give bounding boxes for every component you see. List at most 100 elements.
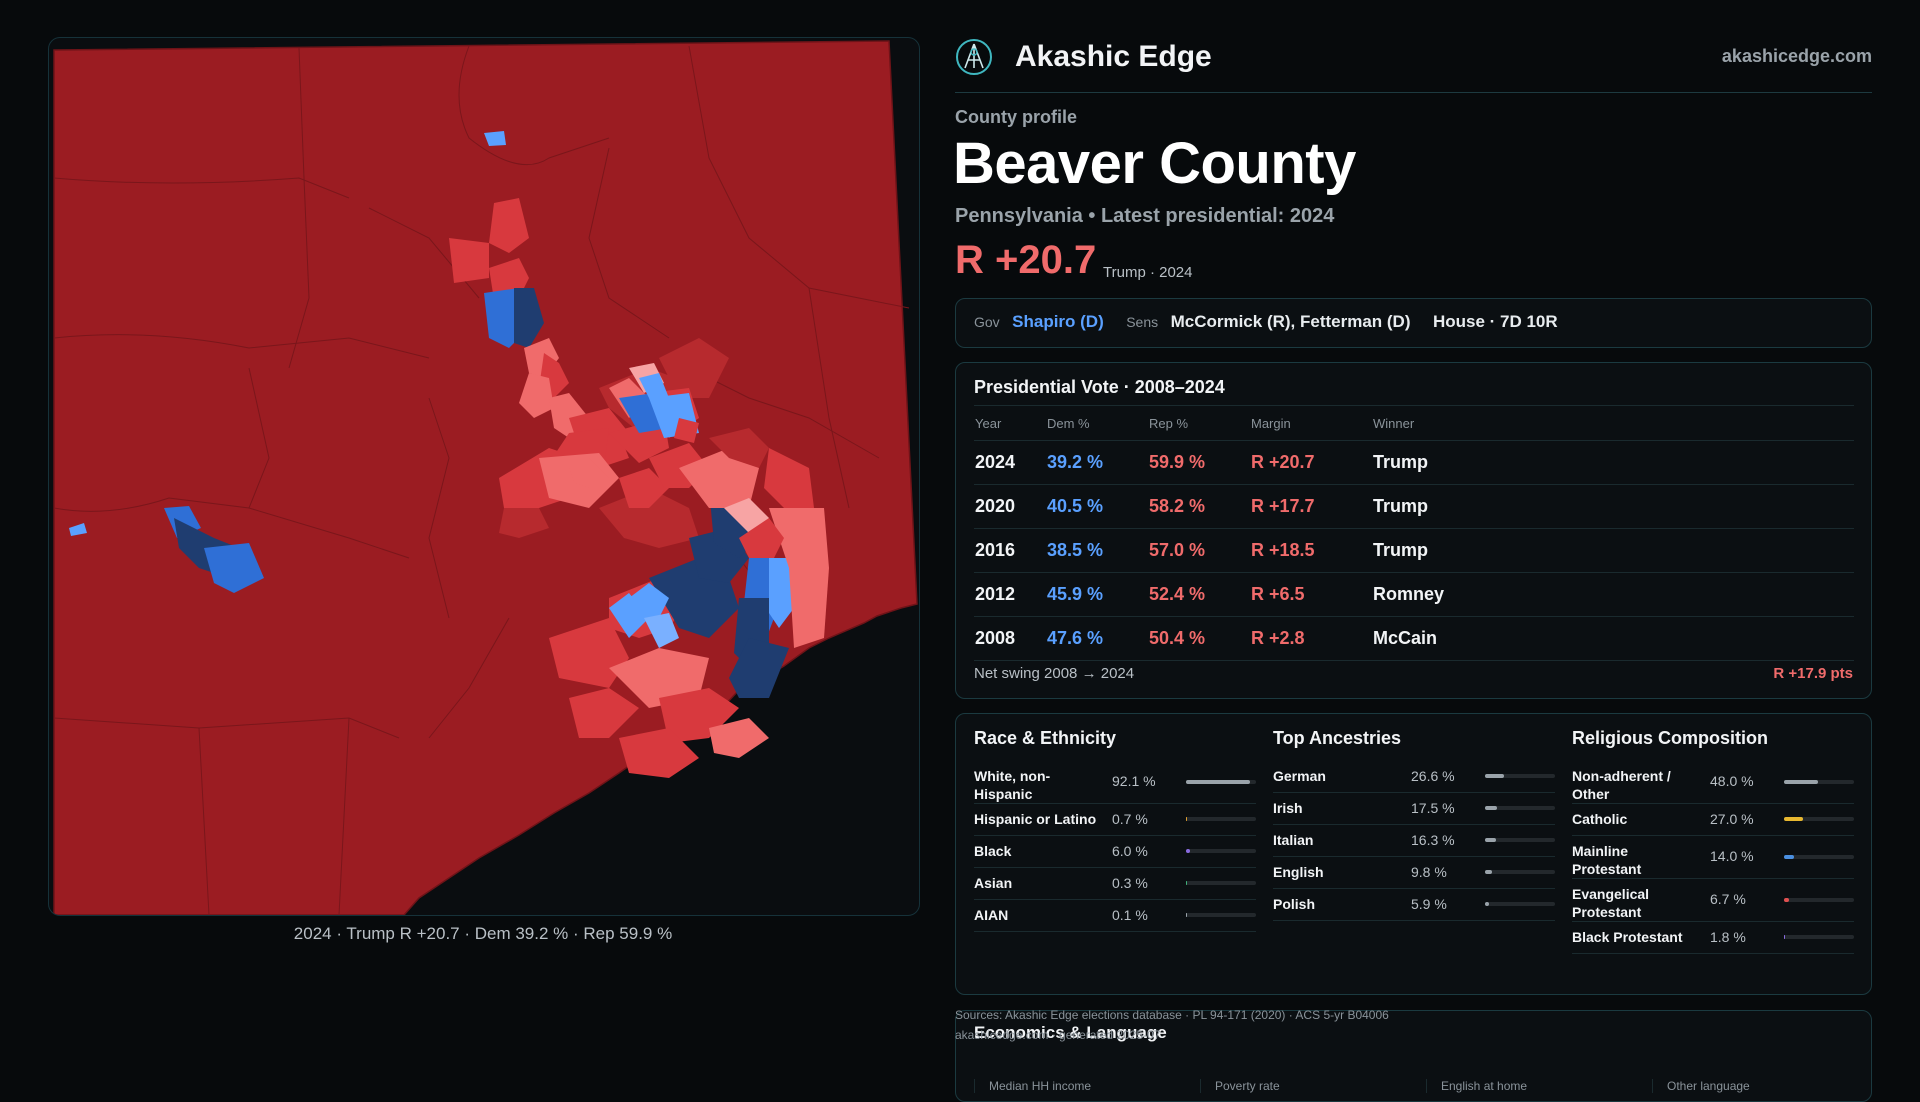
rep-cell: 59.9 %: [1148, 440, 1250, 485]
item-name: White, non-Hispanic: [974, 768, 1051, 802]
item-pct: 0.3 %: [1112, 875, 1148, 891]
rep-cell: 57.0 %: [1148, 528, 1250, 573]
county-map[interactable]: [48, 37, 920, 916]
list-item: Asian 0.3 %: [974, 868, 1256, 900]
item-bar: [1784, 780, 1854, 784]
profile-subtitle: Pennsylvania • Latest presidential: 2024: [955, 205, 1335, 227]
list-item: Black Protestant 1.8 %: [1572, 922, 1854, 954]
item-bar: [1784, 817, 1854, 821]
officials-bar: Gov Shapiro (D) Sens McCormick (R), Fett…: [955, 298, 1872, 348]
item-pct: 5.9 %: [1411, 896, 1447, 912]
rep-cell: 50.4 %: [1148, 616, 1250, 661]
item-pct: 1.8 %: [1710, 929, 1746, 945]
item-name: Black Protestant: [1572, 929, 1683, 945]
item-pct: 48.0 %: [1710, 773, 1754, 789]
sources-line-1: Sources: Akashic Edge elections database…: [955, 1008, 1389, 1022]
item-bar-fill: [1784, 855, 1794, 859]
presidential-title: Presidential Vote · 2008–2024: [974, 377, 1225, 397]
item-name: Asian: [974, 875, 1013, 891]
winner-cell: Trump: [1372, 528, 1854, 573]
race-title: Race & Ethnicity: [974, 728, 1117, 748]
item-bar-fill: [1784, 780, 1818, 784]
list-item: German 26.6 %: [1273, 761, 1555, 793]
item-pct: 16.3 %: [1411, 832, 1455, 848]
margin-cell: R +17.7: [1250, 484, 1372, 529]
item-name: Black: [974, 843, 1012, 859]
map-caption: 2024 · Trump R +20.7 · Dem 39.2 % · Rep …: [293, 924, 673, 943]
item-bar: [1784, 898, 1854, 902]
item-bar: [1186, 849, 1256, 853]
item-bar: [1186, 780, 1256, 784]
list-item: Mainline Protestant 14.0 %: [1572, 836, 1854, 879]
margin-cell: R +6.5: [1250, 572, 1372, 617]
precinct-shapes: [69, 131, 829, 778]
ancestry-column: Top Ancestries German 26.6 % Irish 17.5 …: [1273, 728, 1555, 921]
page-title: Beaver County: [953, 131, 1356, 196]
list-item: English 9.8 %: [1273, 857, 1555, 889]
list-item: Evangelical Protestant 6.7 %: [1572, 879, 1854, 922]
table-row: 2024 39.2 % 59.9 % R +20.7 Trump: [974, 440, 1854, 485]
header-divider: [955, 92, 1872, 93]
item-name: Irish: [1273, 800, 1303, 816]
net-swing-label: Net swing 2008 → 2024: [974, 665, 1135, 682]
item-name: Evangelical Protestant: [1572, 886, 1650, 920]
item-bar-fill: [1485, 902, 1490, 906]
year-cell: 2024: [974, 440, 1046, 485]
dem-cell: 45.9 %: [1046, 572, 1148, 617]
item-bar: [1485, 870, 1555, 874]
item-name: Italian: [1273, 832, 1314, 848]
precinct-boundaries: [53, 45, 910, 915]
sources-line-2: akashicedge.com · generated 2025-07: [955, 1028, 1161, 1042]
religion-title: Religious Composition: [1572, 728, 1768, 748]
margin-cell: R +18.5: [1250, 528, 1372, 573]
item-name: AIAN: [974, 907, 1009, 923]
econ-col-poverty: Poverty rate: [1200, 1079, 1280, 1093]
item-pct: 14.0 %: [1710, 848, 1754, 864]
brand-site-link[interactable]: akashicedge.com: [1721, 46, 1872, 66]
margin-cell: R +2.8: [1250, 616, 1372, 661]
margin-cell: R +20.7: [1250, 440, 1372, 485]
net-swing-value: R +17.9 pts: [1773, 665, 1853, 682]
presidential-vote-card: Presidential Vote · 2008–2024 Year Dem %…: [955, 362, 1872, 699]
list-item: Non-adherent / Other 48.0 %: [1572, 761, 1854, 804]
table-row: 2016 38.5 % 57.0 % R +18.5 Trump: [974, 528, 1854, 573]
item-name: English: [1273, 864, 1324, 880]
brand-header: Akashic Edge akashicedge.com: [955, 36, 1872, 76]
item-pct: 27.0 %: [1710, 811, 1754, 827]
econ-col-english: English at home: [1426, 1079, 1527, 1093]
religion-column: Religious Composition Non-adherent / Oth…: [1572, 728, 1854, 954]
item-bar: [1784, 855, 1854, 859]
item-bar: [1784, 935, 1854, 939]
item-bar-fill: [1186, 881, 1188, 885]
item-bar-fill: [1784, 898, 1789, 902]
presidential-table: Year Dem % Rep % Margin Winner 2024 39.2…: [974, 405, 1854, 661]
item-pct: 26.6 %: [1411, 768, 1455, 784]
col-winner: Winner: [1372, 405, 1854, 441]
winner-cell: McCain: [1372, 616, 1854, 661]
profile-eyebrow: County profile: [955, 107, 1077, 127]
table-row: 2020 40.5 % 58.2 % R +17.7 Trump: [974, 484, 1854, 529]
year-cell: 2008: [974, 616, 1046, 661]
econ-col-other-lang: Other language: [1652, 1079, 1750, 1093]
item-bar: [1485, 774, 1555, 778]
item-pct: 92.1 %: [1112, 773, 1156, 789]
item-name: Polish: [1273, 896, 1316, 912]
list-item: AIAN 0.1 %: [974, 900, 1256, 932]
list-item: Black 6.0 %: [974, 836, 1256, 868]
dem-cell: 39.2 %: [1046, 440, 1148, 485]
akashic-logo-icon: [956, 39, 992, 75]
item-pct: 9.8 %: [1411, 864, 1447, 880]
col-margin: Margin: [1250, 405, 1372, 441]
list-item: Irish 17.5 %: [1273, 793, 1555, 825]
item-bar-fill: [1186, 817, 1188, 821]
col-rep: Rep %: [1148, 405, 1250, 441]
governor-name: Shapiro (D): [1012, 312, 1104, 331]
list-item: Polish 5.9 %: [1273, 889, 1555, 921]
item-bar-fill: [1186, 780, 1251, 784]
house-delegation: House · 7D 10R: [1432, 312, 1558, 331]
econ-col-income: Median HH income: [974, 1079, 1091, 1093]
table-row: 2008 47.6 % 50.4 % R +2.8 McCain: [974, 616, 1854, 661]
item-bar: [1186, 817, 1256, 821]
dem-cell: 40.5 %: [1046, 484, 1148, 529]
item-bar-fill: [1485, 806, 1498, 810]
